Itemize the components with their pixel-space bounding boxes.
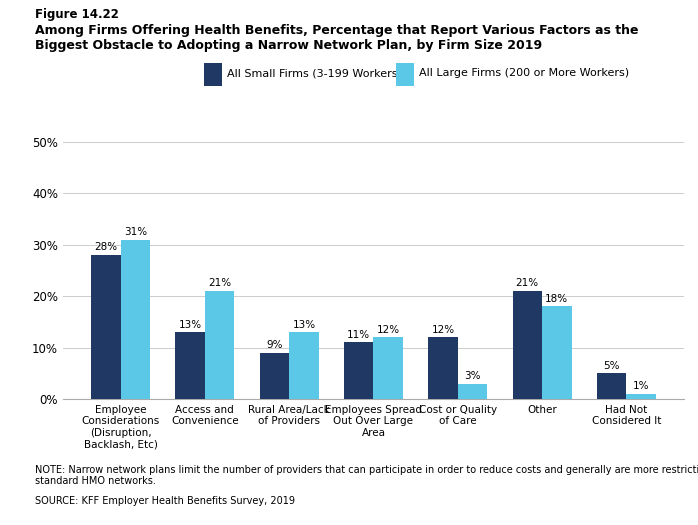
Text: 1%: 1% <box>633 381 649 391</box>
Text: 28%: 28% <box>94 243 117 253</box>
Text: 13%: 13% <box>179 320 202 330</box>
Bar <box>373 337 403 399</box>
Text: 18%: 18% <box>545 294 568 304</box>
Bar <box>597 373 626 399</box>
Text: All Small Firms (3-199 Workers): All Small Firms (3-199 Workers) <box>227 68 402 78</box>
Bar <box>205 291 235 399</box>
Text: Among Firms Offering Health Benefits, Percentage that Report Various Factors as : Among Firms Offering Health Benefits, Pe… <box>35 24 639 37</box>
Text: 9%: 9% <box>266 340 283 350</box>
Bar <box>289 332 319 399</box>
Text: Biggest Obstacle to Adopting a Narrow Network Plan, by Firm Size 2019: Biggest Obstacle to Adopting a Narrow Ne… <box>35 39 542 52</box>
Text: All Large Firms (200 or More Workers): All Large Firms (200 or More Workers) <box>419 68 629 78</box>
Bar <box>542 307 572 399</box>
Text: 12%: 12% <box>377 324 400 335</box>
Text: 21%: 21% <box>516 278 539 288</box>
Bar <box>175 332 205 399</box>
Bar <box>458 384 487 399</box>
Text: 31%: 31% <box>124 227 147 237</box>
Text: NOTE: Narrow network plans limit the number of providers that can participate in: NOTE: Narrow network plans limit the num… <box>35 465 698 486</box>
Bar <box>260 353 289 399</box>
Text: 21%: 21% <box>208 278 231 288</box>
Text: Figure 14.22: Figure 14.22 <box>35 8 119 21</box>
Bar <box>626 394 656 399</box>
Bar <box>428 337 458 399</box>
Bar <box>121 239 150 399</box>
Text: 12%: 12% <box>431 324 454 335</box>
Text: SOURCE: KFF Employer Health Benefits Survey, 2019: SOURCE: KFF Employer Health Benefits Sur… <box>35 496 295 506</box>
Text: 5%: 5% <box>603 361 620 371</box>
Text: 11%: 11% <box>347 330 370 340</box>
Text: 13%: 13% <box>292 320 315 330</box>
Bar <box>91 255 121 399</box>
Text: 3%: 3% <box>464 371 481 381</box>
Bar <box>344 342 373 399</box>
Bar <box>512 291 542 399</box>
